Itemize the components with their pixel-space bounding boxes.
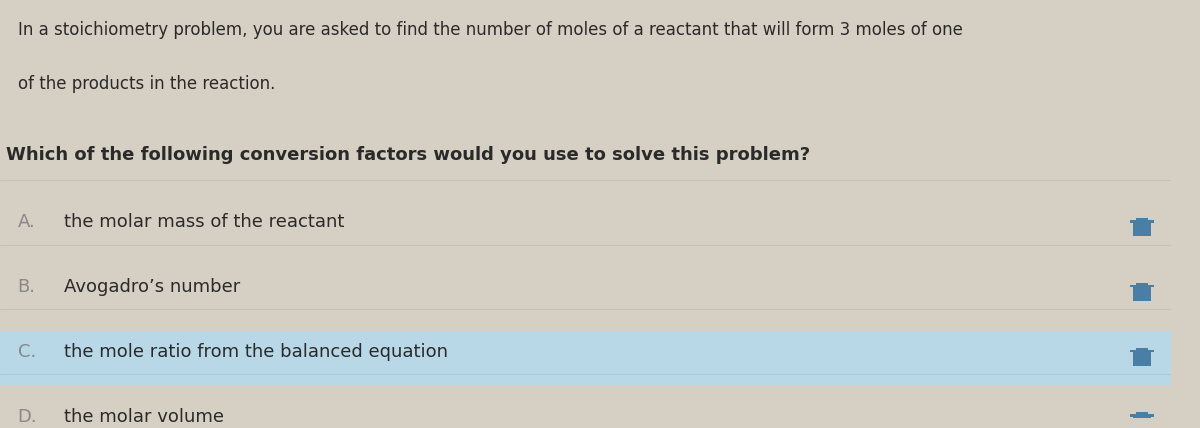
- Text: the molar volume: the molar volume: [65, 408, 224, 426]
- Bar: [1133, 287, 1151, 301]
- Text: of the products in the reaction.: of the products in the reaction.: [18, 75, 275, 93]
- FancyBboxPatch shape: [0, 330, 1171, 385]
- Bar: [1136, 413, 1147, 414]
- Bar: [1130, 220, 1153, 223]
- Text: Which of the following conversion factors would you use to solve this problem?: Which of the following conversion factor…: [6, 146, 810, 164]
- Text: Avogadro’s number: Avogadro’s number: [65, 278, 241, 296]
- Text: D.: D.: [18, 408, 37, 426]
- Text: B.: B.: [18, 278, 36, 296]
- Bar: [1130, 350, 1153, 352]
- Bar: [1133, 417, 1151, 428]
- Text: In a stoichiometry problem, you are asked to find the number of moles of a react: In a stoichiometry problem, you are aske…: [18, 21, 962, 39]
- Text: the molar mass of the reactant: the molar mass of the reactant: [65, 213, 344, 231]
- Bar: [1136, 348, 1147, 350]
- Text: C.: C.: [18, 343, 36, 361]
- Bar: [1133, 223, 1151, 236]
- Bar: [1136, 283, 1147, 285]
- Bar: [1133, 352, 1151, 366]
- Text: the mole ratio from the balanced equation: the mole ratio from the balanced equatio…: [65, 343, 449, 361]
- Bar: [1130, 285, 1153, 287]
- Bar: [1130, 414, 1153, 417]
- Text: A.: A.: [18, 213, 35, 231]
- Bar: [1136, 218, 1147, 220]
